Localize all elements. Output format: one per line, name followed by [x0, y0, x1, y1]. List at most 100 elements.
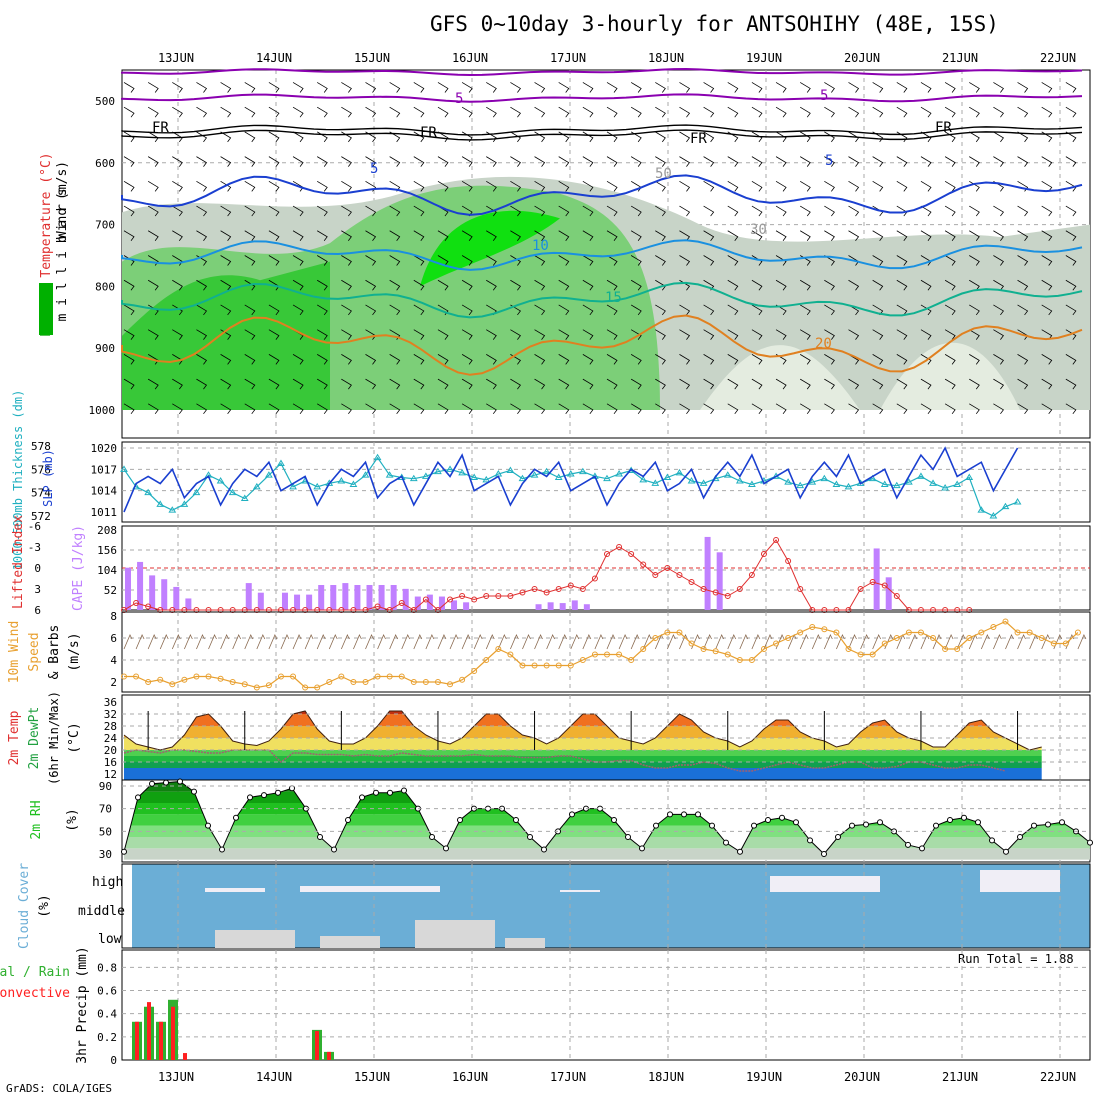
- wind-barb: [606, 82, 618, 93]
- wind-speed-marker: [785, 635, 792, 641]
- wind-speed-marker: [712, 648, 719, 655]
- contour-label: FR: [420, 125, 437, 141]
- rh-marker: [275, 789, 281, 796]
- surface-wind-barb: [353, 634, 362, 650]
- wind-barb: [486, 378, 497, 390]
- wind-barb: [703, 329, 715, 340]
- wind-barb: [727, 230, 739, 242]
- wind-barb: [461, 255, 473, 266]
- wind-barb: [486, 180, 497, 192]
- cape-bar: [438, 596, 445, 610]
- wind-barb: [365, 304, 377, 316]
- precip-axis-label: 3hr Precip (mm): [75, 946, 90, 1063]
- wind-barb: [896, 279, 908, 291]
- wind-barb: [679, 180, 691, 192]
- thickness-marker: [180, 500, 189, 507]
- wind-barb: [993, 354, 1004, 365]
- wind-barb: [920, 329, 932, 340]
- wind-barb: [268, 403, 280, 415]
- wind-barb: [703, 82, 715, 93]
- wind-barb: [872, 279, 884, 291]
- wind-barb: [123, 329, 135, 340]
- wind-barb: [486, 230, 497, 242]
- wind-speed-marker: [797, 629, 804, 636]
- wind-barb: [727, 180, 739, 192]
- wind-barb: [751, 403, 763, 415]
- wind-barb: [292, 354, 304, 365]
- wind-barb: [1065, 156, 1077, 167]
- wind-barb: [920, 354, 932, 365]
- wind-barb: [606, 329, 618, 340]
- wind-barb: [147, 279, 159, 291]
- wind-speed-marker: [157, 676, 164, 683]
- dewpoint-label: 2m DewPt: [27, 707, 42, 770]
- wind-barb: [606, 205, 618, 217]
- wind-barb: [824, 354, 835, 365]
- wind-speed-marker: [422, 679, 429, 685]
- lifted-index-tick: 3: [34, 583, 41, 596]
- precip-tick: 0.2: [97, 1031, 117, 1044]
- wind-barb: [679, 82, 691, 93]
- surface-wind-barb: [292, 634, 302, 650]
- wind-barb: [582, 403, 594, 415]
- wind-barb: [147, 378, 159, 390]
- wind-barb: [413, 304, 425, 316]
- wind-barb: [703, 106, 715, 118]
- wind-barb: [655, 180, 666, 192]
- rh-tick: 90: [99, 780, 112, 793]
- lifted-index-marker: [688, 579, 695, 585]
- rh-band: [124, 837, 1090, 849]
- wind-barb: [389, 106, 401, 118]
- wind-barb: [292, 131, 304, 143]
- wind-barb: [775, 255, 787, 266]
- rh-marker: [975, 819, 981, 826]
- wind-speed-marker: [543, 662, 550, 669]
- lifted-index-marker: [857, 586, 864, 592]
- rh-marker: [177, 778, 183, 785]
- wind-barb: [510, 403, 521, 415]
- cape-bar: [161, 579, 168, 610]
- lifted-index-marker: [133, 600, 140, 606]
- wind-barb: [824, 230, 835, 242]
- wind-barb: [582, 82, 594, 93]
- rh-marker: [135, 794, 141, 801]
- thickness-marker: [615, 470, 623, 477]
- thickness-tick: 576: [31, 463, 51, 476]
- wind-barb: [292, 403, 304, 415]
- rh-marker: [205, 822, 211, 829]
- wind-barb: [679, 329, 691, 340]
- wind-barb: [220, 205, 232, 217]
- wind-barb: [920, 156, 932, 167]
- wind-barb: [147, 180, 159, 192]
- wind-barb: [606, 106, 618, 118]
- wind-barb: [1065, 279, 1077, 291]
- wind-barb: [582, 329, 594, 340]
- wind-barb: [944, 403, 956, 415]
- wind-barb: [775, 156, 787, 167]
- wind-barb: [558, 354, 570, 365]
- wind-barb: [172, 82, 183, 93]
- wind-speed-marker: [193, 673, 200, 680]
- surface-wind-barb: [365, 634, 374, 650]
- wind-barb: [123, 279, 135, 291]
- wind-barb: [316, 156, 328, 167]
- cape-bar: [390, 585, 397, 610]
- wind-barb: [775, 279, 787, 291]
- wind-barb: [292, 255, 304, 266]
- thickness-marker: [409, 474, 418, 482]
- wind-barb: [993, 378, 1004, 390]
- precip-panel: [121, 949, 1091, 1061]
- wind-barb: [365, 354, 377, 365]
- rh-marker: [163, 779, 169, 786]
- cape-bar: [571, 600, 578, 610]
- wind-barb: [558, 279, 570, 291]
- freezing-level-contour: [121, 129, 1083, 141]
- wind-barb: [1017, 304, 1029, 316]
- contour-label: FR: [935, 120, 952, 136]
- wind-barb: [413, 156, 425, 167]
- temp-contour-15: [121, 281, 1083, 319]
- rh-tick: 50: [99, 825, 112, 838]
- wind-unit-label: (m/s): [67, 632, 82, 671]
- wind-barb: [944, 255, 956, 266]
- rh2m-unit-label: (%): [65, 808, 80, 831]
